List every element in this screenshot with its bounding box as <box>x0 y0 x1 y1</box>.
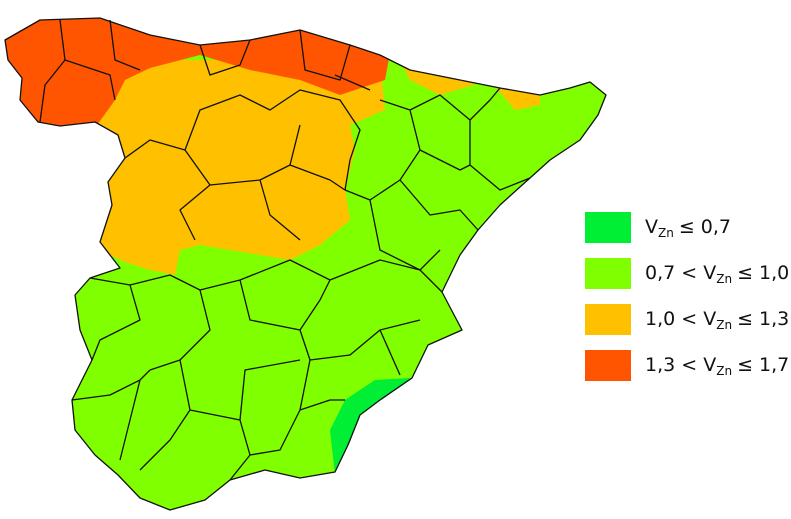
legend-swatch <box>585 258 631 289</box>
legend-variable: V <box>645 216 658 238</box>
legend-upper: ≤ 1,7 <box>737 354 789 376</box>
province-border <box>344 87 531 271</box>
legend-upper: ≤ 1,0 <box>737 262 789 284</box>
legend-swatch <box>585 350 631 381</box>
map-regions <box>5 18 606 510</box>
legend-variable: V <box>703 262 716 284</box>
province-border <box>124 89 361 241</box>
legend-swatch <box>585 212 631 243</box>
legend-variable: V <box>703 308 716 330</box>
legend-lower: 1,3 < <box>645 354 697 376</box>
legend: VZn ≤ 0,70,7 < VZn ≤ 1,01,0 < VZn ≤ 1,31,3 … <box>585 212 789 381</box>
legend-subscript: Zn <box>716 318 732 332</box>
legend-subscript: Zn <box>658 226 674 240</box>
province-borders <box>4 17 607 511</box>
legend-upper: ≤ 0,7 <box>679 216 731 238</box>
legend-lower: 1,0 < <box>645 308 697 330</box>
legend-label: VZn ≤ 0,7 <box>645 216 731 240</box>
legend-swatch <box>585 304 631 335</box>
legend-upper: ≤ 1,3 <box>737 308 789 330</box>
legend-label: 0,7 < VZn ≤ 1,0 <box>645 262 789 286</box>
province-border <box>39 19 371 123</box>
legend-label: 1,0 < VZn ≤ 1,3 <box>645 308 789 332</box>
legend-lower: 0,7 < <box>645 262 697 284</box>
province-border <box>71 359 345 481</box>
legend-subscript: Zn <box>716 272 732 286</box>
legend-label: 1,3 < VZn ≤ 1,7 <box>645 354 789 378</box>
legend-variable: V <box>703 354 716 376</box>
legend-subscript: Zn <box>716 364 732 378</box>
province-border <box>89 259 443 376</box>
